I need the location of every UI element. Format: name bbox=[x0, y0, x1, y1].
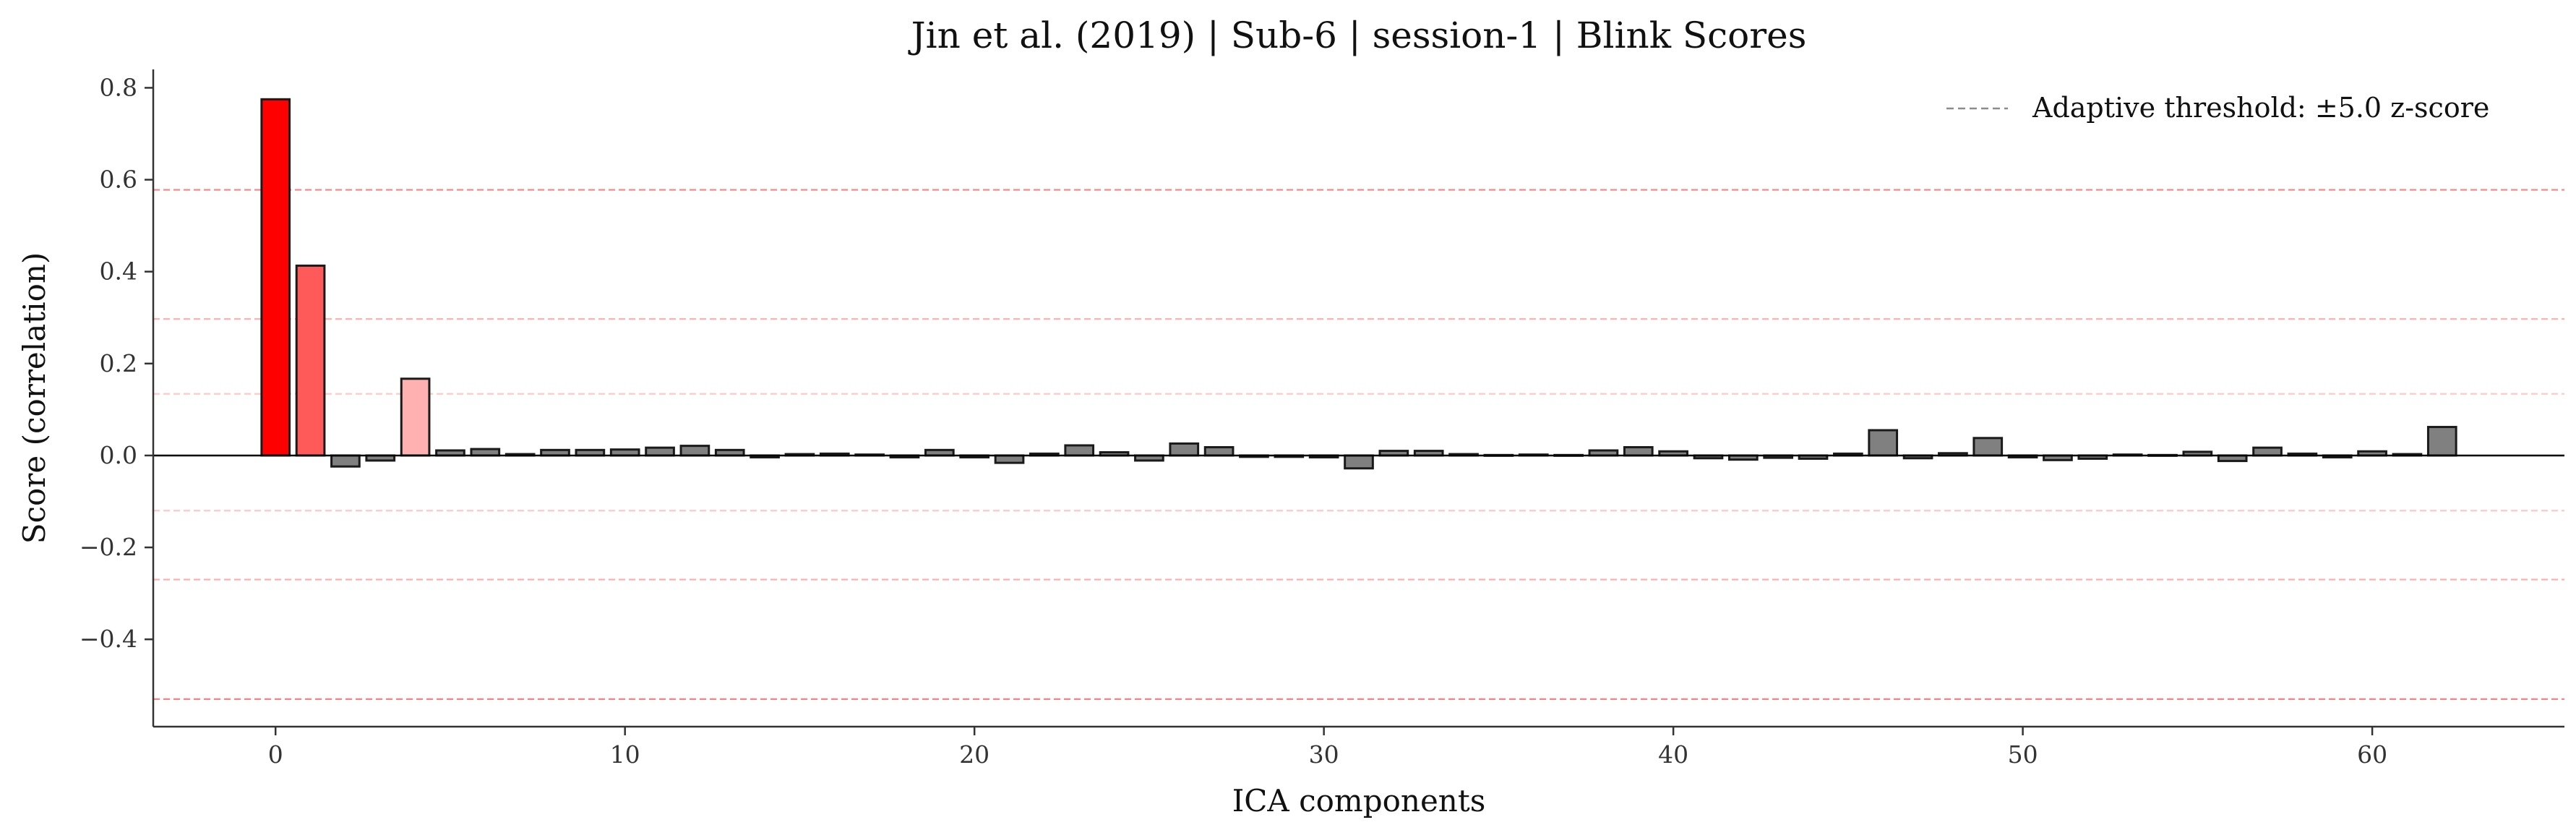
y-tick-label: 0.2 bbox=[100, 349, 137, 377]
x-tick-label: 30 bbox=[1309, 740, 1339, 769]
y-axis-label: Score (correlation) bbox=[17, 252, 52, 544]
x-tick-label: 0 bbox=[268, 740, 283, 769]
x-tick-label: 20 bbox=[959, 740, 989, 769]
x-tick-label: 40 bbox=[1658, 740, 1688, 769]
y-tick-label: 0.0 bbox=[100, 441, 137, 469]
bar bbox=[2426, 426, 2457, 457]
bar bbox=[1972, 437, 2004, 457]
x-tick-label: 10 bbox=[610, 740, 640, 769]
axes-group bbox=[152, 69, 2564, 728]
bar bbox=[1203, 446, 1235, 457]
y-tick-label: 0.8 bbox=[100, 73, 137, 101]
y-tick-label: 0.4 bbox=[100, 257, 137, 286]
y-ticks: −0.4 −0.2 0.0 0.2 0.4 0.6 0.8 bbox=[80, 73, 153, 653]
y-tick-label: −0.2 bbox=[80, 533, 137, 561]
bar bbox=[1169, 442, 1200, 457]
bar bbox=[645, 446, 675, 457]
bar bbox=[1064, 444, 1095, 457]
chart-title: Jin et al. (2019) | Sub-6 | session-1 | … bbox=[908, 14, 1807, 56]
bar bbox=[260, 98, 291, 457]
legend-label: Adaptive threshold: ±5.0 z-score bbox=[2032, 92, 2489, 124]
y-tick-label: 0.6 bbox=[100, 166, 137, 194]
bar bbox=[679, 445, 710, 457]
bar bbox=[295, 264, 326, 457]
bar bbox=[1344, 454, 1374, 470]
bar bbox=[994, 454, 1025, 464]
bar bbox=[2252, 446, 2283, 457]
bar bbox=[400, 377, 431, 457]
bar bbox=[470, 448, 501, 457]
x-ticks: 0 10 20 30 40 50 60 bbox=[268, 727, 2387, 769]
x-tick-label: 60 bbox=[2357, 740, 2387, 769]
legend: Adaptive threshold: ±5.0 z-score bbox=[1946, 92, 2489, 124]
threshold-lines bbox=[153, 189, 2564, 700]
bars-group bbox=[260, 98, 2457, 470]
x-tick-label: 50 bbox=[2008, 740, 2038, 769]
bar bbox=[1623, 446, 1654, 457]
bar bbox=[330, 454, 361, 468]
x-axis-label: ICA components bbox=[1232, 783, 1486, 818]
bar bbox=[1868, 429, 1899, 457]
y-tick-label: −0.4 bbox=[80, 625, 137, 653]
